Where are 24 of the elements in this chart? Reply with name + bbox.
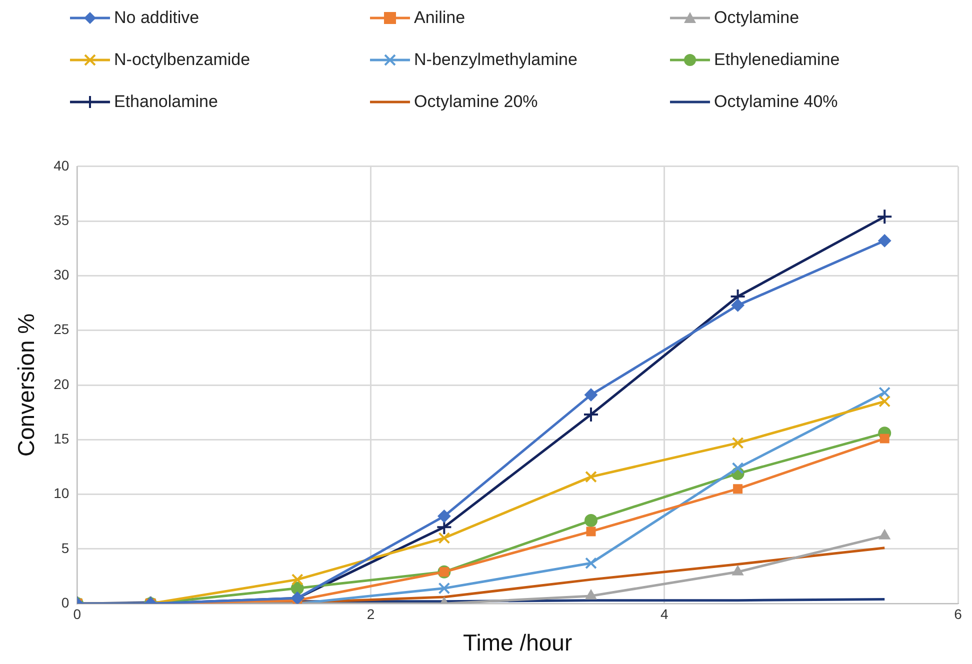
y-axis-title: Conversion % [13, 313, 40, 457]
x-axis-title: Time /hour [463, 630, 572, 656]
legend-label: No additive [114, 8, 200, 28]
legend-label: N-octylbenzamide [114, 50, 250, 70]
legend-label: N-benzylmethylamine [414, 50, 578, 70]
legend-label: Octylamine [714, 8, 800, 28]
legend-label: Aniline [414, 8, 466, 28]
y-tick-label: 15 [54, 430, 70, 447]
y-tick-label: 5 [61, 540, 70, 556]
y-tick-label: 25 [54, 321, 70, 338]
y-tick-label: 30 [54, 266, 70, 283]
legend-label: Ethylenediamine [714, 50, 840, 70]
x-tick-label: 0 [73, 606, 82, 622]
legend-label: Octylamine 20% [414, 92, 538, 112]
y-tick-label: 10 [54, 485, 70, 502]
y-tick-label: 0 [61, 594, 70, 610]
legend-label: Ethanolamine [114, 92, 218, 112]
y-tick-label: 20 [54, 376, 70, 392]
legend-label: Octylamine 40% [714, 92, 838, 112]
x-tick-label: 2 [366, 606, 375, 622]
x-tick-label: 6 [954, 606, 962, 622]
y-tick-label: 35 [54, 212, 70, 228]
x-tick-label: 4 [660, 606, 668, 622]
y-tick-label: 40 [54, 157, 70, 174]
